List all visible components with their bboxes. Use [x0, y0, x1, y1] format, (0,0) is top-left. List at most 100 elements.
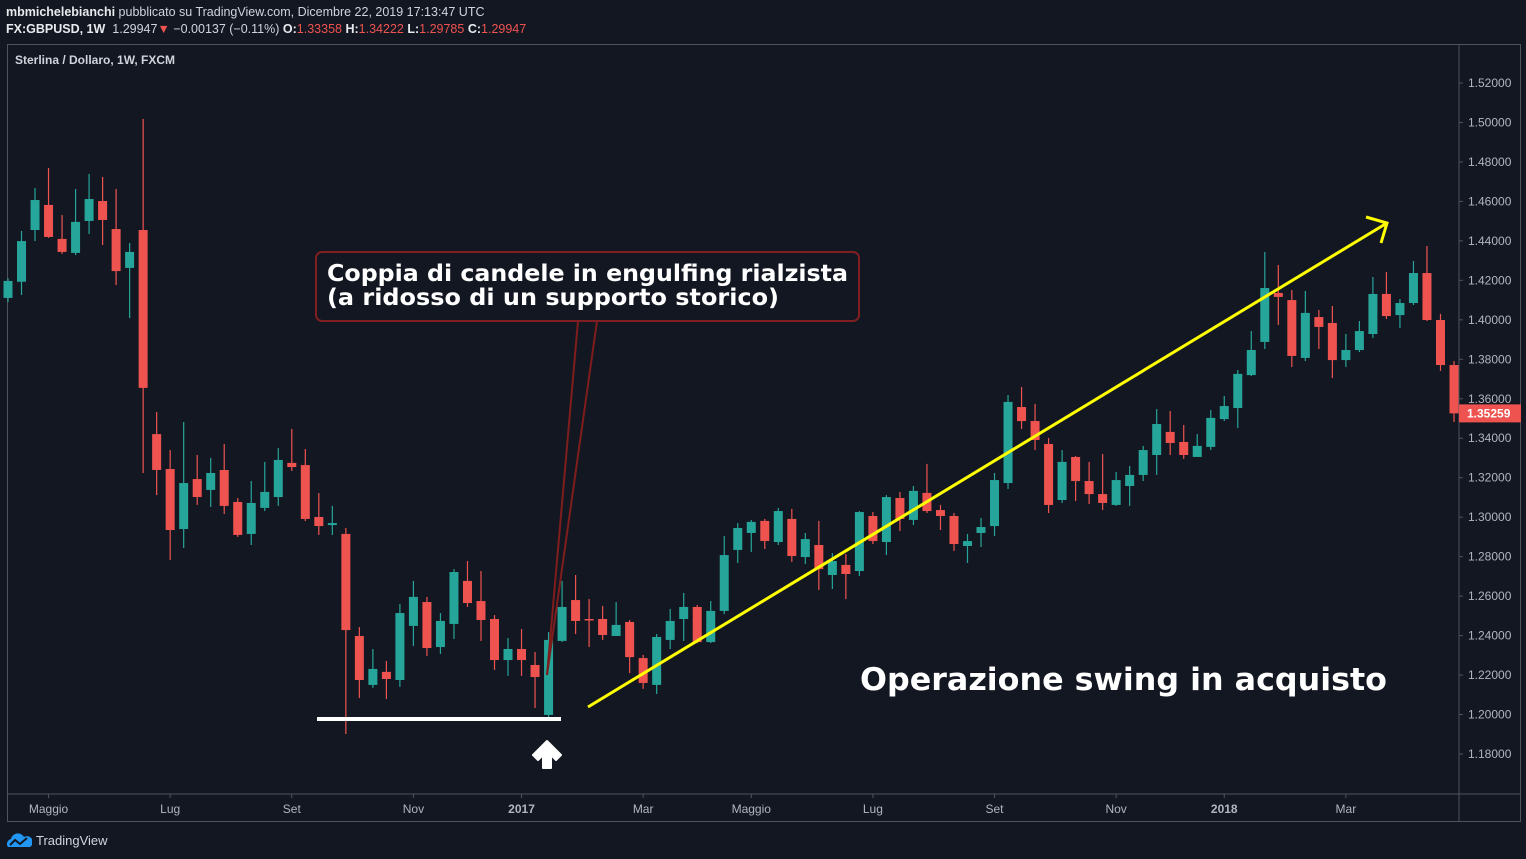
- candle-bullish[interactable]: [1246, 331, 1256, 377]
- candle-bullish[interactable]: [733, 523, 743, 563]
- candle-bullish[interactable]: [1341, 334, 1351, 367]
- candle-bullish[interactable]: [327, 505, 337, 535]
- candle-bearish[interactable]: [571, 574, 581, 635]
- candle-bearish[interactable]: [44, 168, 54, 238]
- candle-bearish[interactable]: [1314, 309, 1324, 350]
- candle-bearish[interactable]: [787, 508, 797, 562]
- candle-bullish[interactable]: [1111, 471, 1121, 506]
- candle-bearish[interactable]: [381, 661, 391, 699]
- candle-bearish[interactable]: [895, 491, 905, 531]
- candle-bearish[interactable]: [354, 627, 364, 698]
- candle-bullish[interactable]: [1206, 410, 1216, 451]
- tradingview-logo[interactable]: TradingView: [6, 832, 108, 848]
- candle-bearish[interactable]: [841, 554, 851, 600]
- candle-bullish[interactable]: [976, 517, 986, 547]
- candle-bearish[interactable]: [219, 443, 229, 515]
- candle-bearish[interactable]: [233, 498, 243, 537]
- candle-bearish[interactable]: [935, 504, 945, 530]
- candle-bullish[interactable]: [1300, 291, 1310, 362]
- time-axis[interactable]: Maggio Lug Set Nov 2017 Mar Maggio Lug Set Nov 201…: [29, 794, 1356, 816]
- candle-bullish[interactable]: [990, 472, 1000, 536]
- candle-bearish[interactable]: [814, 520, 824, 590]
- candle-bearish[interactable]: [476, 571, 486, 641]
- candle-bearish[interactable]: [300, 449, 310, 522]
- candle-bearish[interactable]: [1435, 313, 1445, 371]
- candle-bearish[interactable]: [1044, 438, 1054, 514]
- candle-bullish[interactable]: [1219, 395, 1229, 422]
- candle-bullish[interactable]: [1192, 434, 1202, 457]
- candle-bullish[interactable]: [1395, 299, 1405, 328]
- candle-bullish[interactable]: [1152, 409, 1162, 475]
- candle-bullish[interactable]: [800, 532, 810, 564]
- candle-bullish[interactable]: [773, 507, 783, 545]
- candle-bearish[interactable]: [584, 599, 594, 648]
- candle-bullish[interactable]: [84, 173, 94, 234]
- candle-bullish[interactable]: [962, 533, 972, 563]
- candle-bearish[interactable]: [98, 176, 108, 246]
- candle-bullish[interactable]: [17, 231, 27, 295]
- author-name[interactable]: mbmichelebianchi: [6, 5, 116, 19]
- candle-bearish[interactable]: [1287, 290, 1297, 367]
- callout-box[interactable]: Coppia di candele in engulfing rialzista…: [315, 251, 860, 322]
- candle-bearish[interactable]: [517, 629, 527, 676]
- candle-bearish[interactable]: [1071, 455, 1081, 501]
- candle-bullish[interactable]: [273, 448, 283, 506]
- candle-bearish[interactable]: [1030, 403, 1040, 451]
- candle-bearish[interactable]: [1381, 272, 1391, 320]
- candle-bullish[interactable]: [1233, 369, 1243, 428]
- candle-bullish[interactable]: [246, 481, 256, 545]
- candle-bearish[interactable]: [1449, 361, 1459, 423]
- candle-bearish[interactable]: [1179, 425, 1189, 459]
- candle-bearish[interactable]: [868, 512, 878, 545]
- candle-bullish[interactable]: [1057, 450, 1067, 503]
- candle-bearish[interactable]: [1098, 454, 1108, 511]
- candle-bullish[interactable]: [408, 580, 418, 647]
- candle-bearish[interactable]: [287, 428, 297, 471]
- candle-bullish[interactable]: [368, 648, 378, 688]
- candle-bearish[interactable]: [490, 615, 500, 670]
- candle-bullish[interactable]: [679, 592, 689, 641]
- candle-bullish[interactable]: [908, 485, 918, 526]
- candle-bearish[interactable]: [57, 215, 67, 254]
- candle-bearish[interactable]: [692, 604, 702, 644]
- candle-bullish[interactable]: [449, 569, 459, 639]
- candle-bullish[interactable]: [1408, 261, 1418, 306]
- candle-bullish[interactable]: [611, 602, 621, 636]
- candle-bullish[interactable]: [1138, 445, 1148, 482]
- candle-bearish[interactable]: [462, 560, 472, 607]
- candle-bearish[interactable]: [1422, 246, 1432, 322]
- candle-bearish[interactable]: [138, 118, 148, 473]
- candle-bullish[interactable]: [71, 188, 81, 256]
- candle-bearish[interactable]: [314, 493, 324, 535]
- candle-bearish[interactable]: [165, 450, 175, 560]
- candle-bearish[interactable]: [598, 605, 608, 640]
- candle-bullish[interactable]: [1354, 321, 1364, 352]
- candle-bullish[interactable]: [719, 535, 729, 615]
- candle-bearish[interactable]: [1273, 264, 1283, 325]
- candle-bullish[interactable]: [206, 457, 216, 507]
- candle-bearish[interactable]: [152, 411, 162, 496]
- candle-bearish[interactable]: [922, 463, 932, 514]
- candle-bullish[interactable]: [125, 243, 135, 319]
- candle-bullish[interactable]: [1003, 395, 1013, 489]
- candle-bullish[interactable]: [435, 613, 445, 654]
- candle-bullish[interactable]: [30, 187, 40, 242]
- candle-bullish[interactable]: [746, 519, 756, 552]
- candle-bullish[interactable]: [557, 580, 567, 643]
- candle-bearish[interactable]: [192, 455, 202, 505]
- candle-bullish[interactable]: [395, 604, 405, 687]
- candle-bearish[interactable]: [949, 513, 959, 551]
- trend-arrow[interactable]: [587, 215, 1389, 709]
- candle-bearish[interactable]: [341, 528, 351, 735]
- candle-bearish[interactable]: [1017, 386, 1027, 429]
- candle-bullish[interactable]: [706, 601, 716, 644]
- candle-bearish[interactable]: [111, 188, 121, 286]
- candle-bullish[interactable]: [1368, 276, 1378, 338]
- candle-bullish[interactable]: [260, 461, 270, 512]
- candle-bullish[interactable]: [1260, 251, 1270, 350]
- candle-bullish[interactable]: [3, 278, 13, 303]
- candle-bullish[interactable]: [503, 637, 513, 676]
- candle-bullish[interactable]: [665, 608, 675, 649]
- candle-bearish[interactable]: [1165, 410, 1175, 456]
